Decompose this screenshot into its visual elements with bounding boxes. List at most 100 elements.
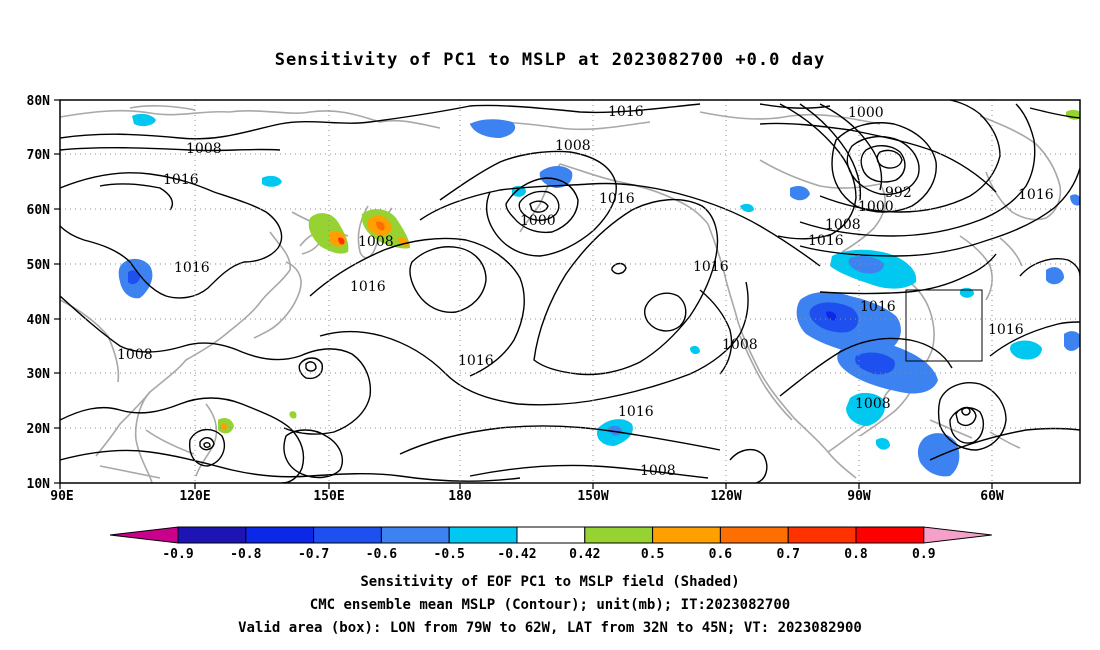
- shade-patch-bering-orange: [398, 237, 409, 247]
- lon-label: 150W: [577, 489, 608, 504]
- colorbar-extend-low: [109, 526, 179, 544]
- shade-patch-atlantic-c: [1064, 331, 1080, 351]
- contour-label: 992: [885, 185, 912, 201]
- grid-lines: [60, 100, 1080, 483]
- colorbar-box: [245, 526, 315, 544]
- colorbar-box: [787, 526, 857, 544]
- shade-patch-atlantic-a: [1010, 340, 1042, 360]
- colorbar-box: [380, 526, 450, 544]
- colorbar-label: -0.42: [497, 547, 536, 562]
- colorbar-label: -0.7: [298, 547, 329, 562]
- contour-label: 1016: [618, 404, 654, 420]
- shade-patch-siberia-a: [132, 113, 156, 127]
- contour-label: 1008: [117, 347, 153, 363]
- shade-patch-gulf-core: [855, 352, 895, 375]
- colorbar-box: [177, 526, 247, 544]
- shade-patch-us-east: [960, 287, 974, 298]
- shade-patch-small-green: [289, 411, 297, 419]
- colorbar-label: 0.5: [641, 547, 664, 562]
- colorbar-extend-high: [923, 526, 992, 544]
- contour-label: 1016: [174, 260, 210, 276]
- contour-label: 1000: [858, 199, 894, 215]
- colorbar-box: [652, 526, 721, 544]
- lat-label: 20N: [27, 422, 51, 437]
- map-title: Sensitivity of PC1 to MSLP at 2023082700…: [274, 50, 826, 70]
- colorbar-label: -0.6: [366, 547, 397, 562]
- lon-label: 180: [448, 489, 472, 504]
- axis-ticks: [54, 99, 993, 489]
- colorbar-box: [516, 526, 586, 544]
- lat-label: 70N: [27, 148, 51, 163]
- colorbar-box: [448, 526, 518, 544]
- mslp-contours: [60, 100, 1080, 483]
- colorbar-label: 0.8: [844, 547, 868, 562]
- caption-contour: CMC ensemble mean MSLP (Contour); unit(m…: [309, 597, 791, 613]
- contour-label: 1016: [988, 322, 1024, 338]
- shade-patch-canada-a: [790, 186, 810, 201]
- contour-label: 1008: [640, 463, 676, 479]
- colorbar-box: [584, 526, 654, 544]
- colorbar-label: -0.9: [162, 547, 193, 562]
- lat-label: 30N: [27, 367, 51, 382]
- colorbar-box: [855, 526, 925, 544]
- colorbar-box: [313, 526, 382, 544]
- contour-label: 1008: [722, 337, 758, 353]
- contour-label: 1008: [358, 234, 394, 250]
- shade-patch-mongolia-b: [128, 270, 140, 285]
- lon-label: 60W: [980, 489, 1004, 504]
- lat-label: 60N: [27, 203, 51, 218]
- plot-frame: [59, 99, 1081, 484]
- contour-label: 1016: [163, 172, 199, 188]
- contour-labels: 1016 1008 1016 1016 1008 1016 1008 1000 …: [117, 104, 1054, 479]
- colorbar-box: [719, 526, 789, 544]
- contour-label: 1016: [599, 191, 635, 207]
- shade-patch-atlantic-b: [1046, 267, 1064, 285]
- contour-label: 1016: [1018, 187, 1054, 203]
- shade-patch-pacific-small: [690, 345, 700, 355]
- shade-patch-kamchatka-red: [376, 221, 385, 231]
- contour-label: 1008: [855, 396, 891, 412]
- colorbar-label: -0.8: [230, 547, 261, 562]
- contour-label: 1008: [825, 217, 861, 233]
- lat-label: 80N: [27, 94, 51, 109]
- sensitivity-shading: [118, 109, 1080, 477]
- contour-label: 1000: [848, 105, 884, 121]
- colorbar-label: 0.7: [776, 547, 799, 562]
- caption-shading: Sensitivity of EOF PC1 to MSLP field (Sh…: [360, 574, 740, 590]
- shade-patch-caribbean: [917, 433, 960, 477]
- contour-label: 1016: [608, 104, 644, 120]
- shade-patch-okhotsk-red: [338, 237, 345, 245]
- contour-label: 1008: [186, 141, 222, 157]
- shade-patch-alaska-north: [470, 119, 516, 138]
- contour-label: 1000: [520, 213, 556, 229]
- valid-area-box: [905, 289, 983, 362]
- shade-patch-canada-central-b: [848, 256, 884, 274]
- shade-patch-mexico: [846, 392, 886, 426]
- shade-patch-atlantic-e: [1070, 194, 1080, 206]
- contour-label: 1016: [458, 353, 494, 369]
- shade-patch-canada-b: [740, 203, 754, 213]
- lat-label: 10N: [27, 477, 51, 492]
- colorbar-label: 0.42: [569, 547, 600, 562]
- lat-label: 40N: [27, 313, 51, 328]
- colorbar-label: -0.5: [434, 547, 465, 562]
- shade-patch-caribbean-b: [876, 438, 890, 450]
- lon-label: 120W: [710, 489, 741, 504]
- colorbar: -0.9 -0.8 -0.7 -0.6 -0.5 -0.42 0.42 0.5 0.6 0.7 0.…: [109, 526, 992, 562]
- lat-label: 50N: [27, 258, 51, 273]
- contour-label: 1016: [860, 299, 896, 315]
- contour-label: 1016: [808, 233, 844, 249]
- lon-label: 90E: [50, 489, 73, 504]
- contour-label: 1016: [693, 259, 729, 275]
- contour-label: 1008: [555, 138, 591, 154]
- shade-patch-usa-deep: [826, 311, 837, 321]
- lon-labels: 90E 120E 150E 180 150W 120W 90W 60W: [50, 489, 1004, 504]
- contour-label: 1016: [350, 279, 386, 295]
- shade-patch-siberia-b: [262, 175, 282, 187]
- shade-patch-hawaii-b: [608, 425, 622, 436]
- lon-label: 90W: [847, 489, 871, 504]
- lon-label: 150E: [313, 489, 344, 504]
- colorbar-label: 0.9: [912, 547, 935, 562]
- colorbar-label: 0.6: [709, 547, 733, 562]
